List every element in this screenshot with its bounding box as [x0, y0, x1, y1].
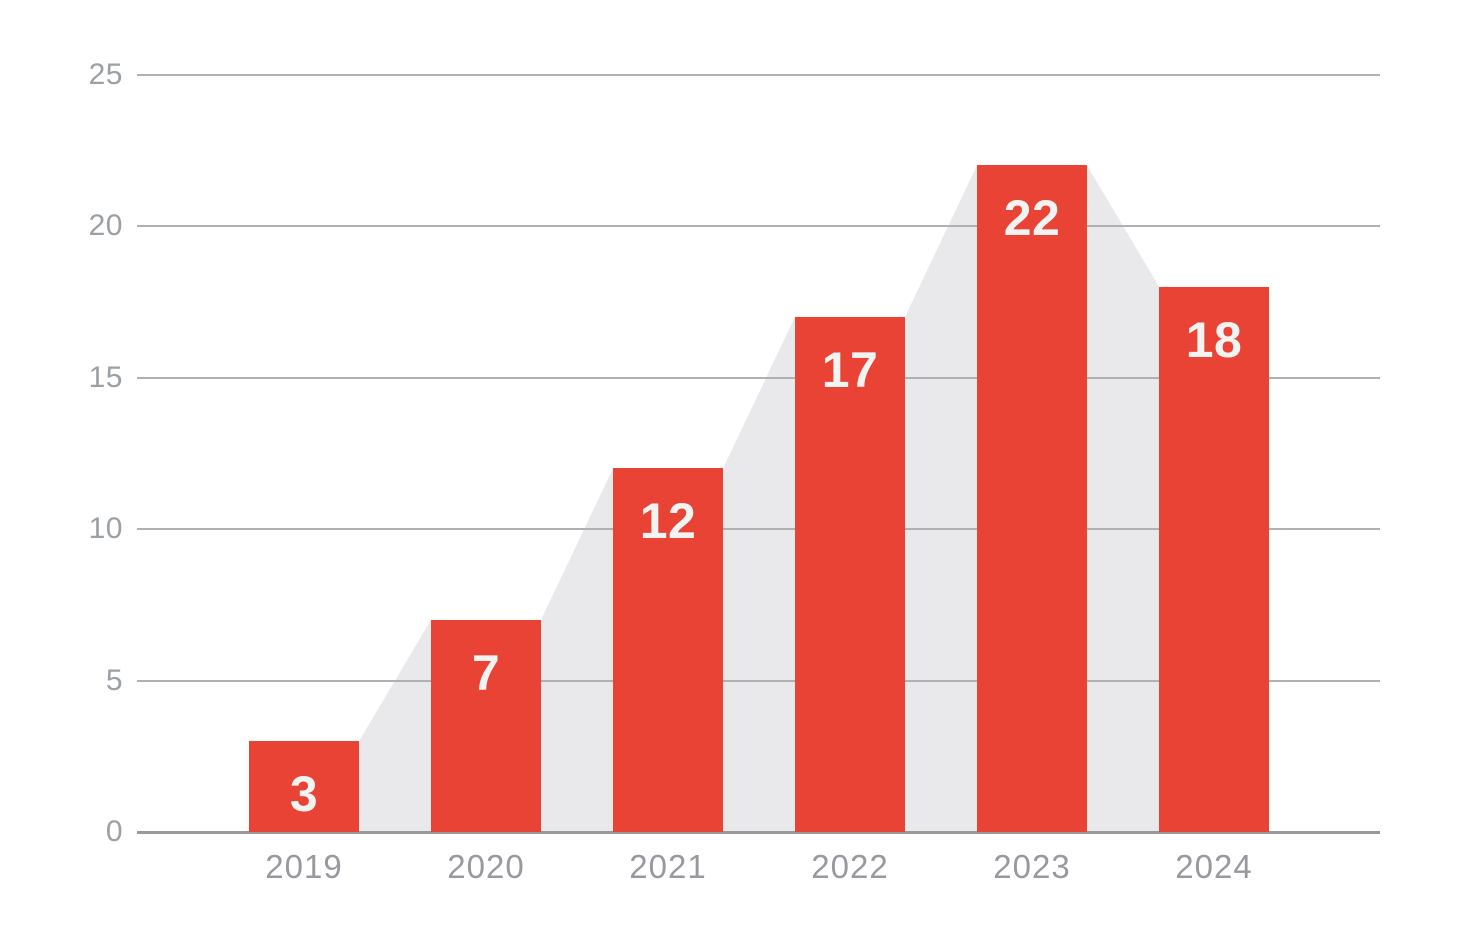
x-axis-label-2019: 2019 — [265, 848, 343, 885]
x-axis-label-2023: 2023 — [993, 848, 1071, 885]
bar-value-label-2020: 7 — [471, 644, 501, 701]
bar-2021: 12 — [613, 468, 723, 832]
bar-2023: 22 — [977, 165, 1087, 832]
y-axis-tick-label-15: 15 — [88, 360, 123, 394]
x-axis-baseline — [137, 831, 1380, 834]
bar-value-label-2023: 22 — [1003, 190, 1061, 247]
y-axis-tick-label-20: 20 — [88, 209, 123, 242]
bar-2022: 17 — [795, 316, 905, 832]
y-axis-tick-label-25: 25 — [88, 57, 123, 91]
bar-2020: 7 — [431, 619, 541, 832]
x-axis-label-2022: 2022 — [811, 848, 889, 885]
bar-2024: 18 — [1159, 286, 1269, 832]
x-axis-label-2020: 2020 — [447, 848, 525, 885]
bar-value-label-2021: 12 — [639, 493, 697, 550]
gridline-15 — [137, 376, 1380, 379]
y-axis-tick-label-5: 5 — [105, 663, 123, 697]
bar-value-label-2019: 3 — [289, 766, 319, 823]
bar-2019: 3 — [249, 741, 359, 832]
y-axis-tick-label-10: 10 — [88, 512, 123, 545]
gridline-10 — [137, 528, 1380, 530]
gridline-5 — [137, 679, 1380, 682]
area-polygon — [249, 165, 1269, 832]
x-axis-label-2021: 2021 — [629, 848, 707, 885]
gridline-20 — [137, 225, 1380, 227]
bar-value-label-2024: 18 — [1185, 311, 1243, 368]
y-axis-tick-label-0: 0 — [105, 815, 123, 848]
bar-value-label-2022: 17 — [821, 341, 879, 398]
gridline-25 — [137, 73, 1380, 76]
x-axis-label-2024: 2024 — [1175, 848, 1253, 885]
